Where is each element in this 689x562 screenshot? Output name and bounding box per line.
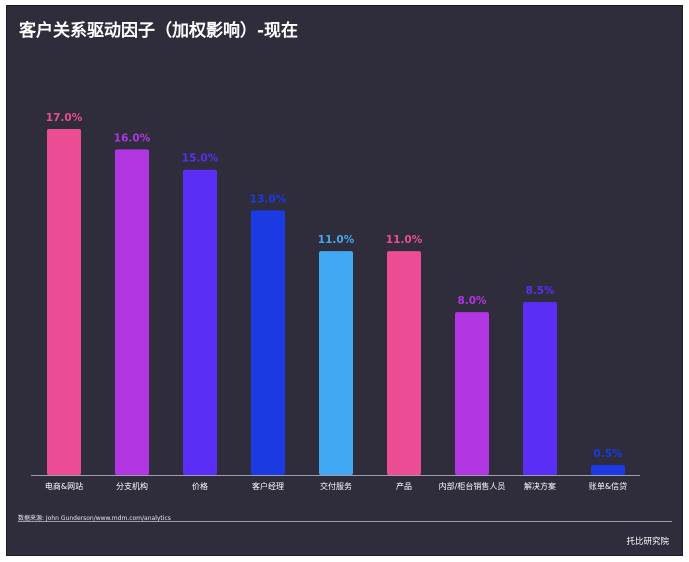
bar-chart: 17.0% 电商&网站 16.0% 分支机构 15.0% 价格 13.0% 客户经理 11.0%… (31, 112, 640, 491)
x-tick-label: 交付服务 (320, 481, 352, 491)
bar (523, 302, 557, 475)
x-tick-label: 账单&信贷 (589, 481, 627, 491)
brand-label: 托比研究院 (626, 537, 669, 547)
data-label: 0.5% (593, 448, 623, 460)
footer-divider (18, 521, 672, 522)
x-tick-label: 客户经理 (252, 481, 284, 491)
data-label: 8.0% (457, 295, 487, 307)
x-tick-label: 分支机构 (116, 481, 148, 491)
data-label: 11.0% (318, 234, 355, 246)
bar (319, 251, 353, 475)
bar (251, 210, 285, 476)
data-source-note: 数据来源: John Gunderson/www.mdm.com/analyti… (18, 515, 171, 522)
bar (387, 251, 421, 475)
x-tick-label: 解决方案 (524, 481, 556, 491)
bar (47, 129, 81, 475)
x-tick-label: 产品 (396, 481, 412, 491)
data-label: 8.5% (525, 285, 555, 297)
x-tick-label: 内部/柜台销售人员 (439, 481, 506, 491)
bar (591, 464, 625, 475)
x-tick-label: 电商&网站 (45, 481, 83, 491)
bar (183, 169, 217, 476)
data-label: 11.0% (386, 234, 423, 246)
data-label: 17.0% (46, 112, 83, 124)
data-label: 15.0% (182, 153, 219, 165)
chart-panel: 客户关系驱动因子（加权影响）-现在 17.0% 电商&网站 16.0% 分支机构 15.… (6, 5, 683, 556)
chart-title: 客户关系驱动因子（加权影响）-现在 (19, 21, 299, 41)
bar (115, 149, 149, 475)
bar (455, 312, 489, 475)
data-label: 16.0% (114, 132, 151, 144)
data-label: 13.0% (250, 193, 287, 205)
x-tick-label: 价格 (192, 481, 208, 491)
